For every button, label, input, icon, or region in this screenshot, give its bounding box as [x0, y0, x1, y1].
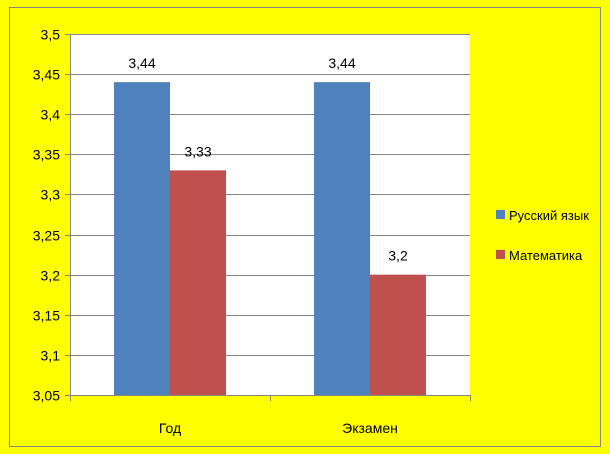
y-tick-label: 3,15	[33, 308, 60, 324]
x-category-label: Год	[159, 420, 181, 436]
y-tick-label: 3,3	[41, 187, 61, 203]
bar-math-1	[370, 274, 426, 395]
legend-swatch	[496, 250, 505, 259]
bar-russian-0	[114, 82, 170, 395]
legend-swatch	[496, 210, 505, 219]
bar-russian-1	[314, 82, 370, 395]
y-tick-label: 3,35	[33, 147, 60, 163]
y-tick-label: 3,2	[41, 268, 61, 284]
legend-label: Русский язык	[509, 208, 589, 223]
data-label: 3,44	[328, 55, 355, 71]
y-tick-label: 3,4	[41, 107, 61, 123]
legend-label: Математика	[509, 248, 583, 263]
data-label: 3,2	[388, 248, 408, 264]
data-label: 3,33	[184, 143, 211, 159]
bar-math-0	[170, 170, 226, 395]
chart-border	[9, 7, 601, 447]
y-tick-label: 3,45	[33, 67, 60, 83]
y-tick-label: 3,1	[41, 348, 61, 364]
y-tick-label: 3,25	[33, 228, 60, 244]
y-tick-label: 3,05	[33, 388, 60, 404]
x-category-label: Экзамен	[342, 420, 398, 436]
data-label: 3,44	[128, 55, 155, 71]
y-tick-label: 3,5	[41, 27, 61, 43]
